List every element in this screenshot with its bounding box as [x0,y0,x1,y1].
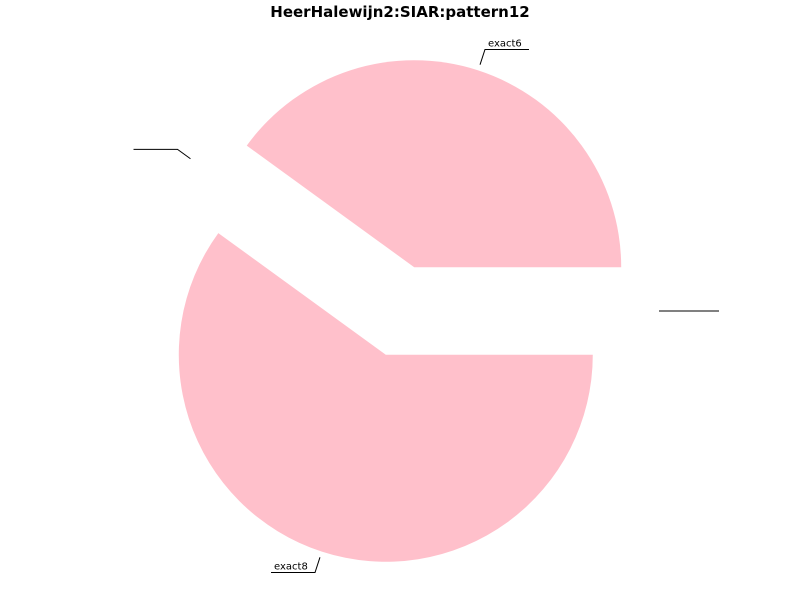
slice-label-exact6: exact6 [488,38,522,49]
leader-line-1 [134,149,191,158]
slice-label-exact8: exact8 [274,562,308,573]
pie-slice-exact6 [247,60,621,267]
leader-line-exact6 [480,49,529,64]
pie-slice-exact8 [179,233,593,562]
